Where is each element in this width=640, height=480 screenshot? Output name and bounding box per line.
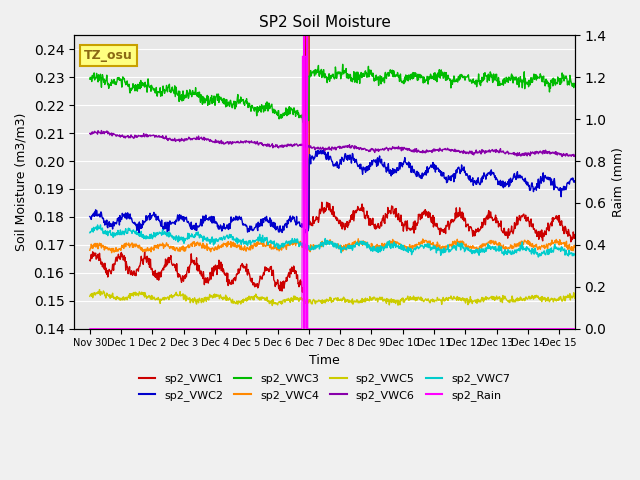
Text: TZ_osu: TZ_osu	[84, 49, 133, 62]
Title: SP2 Soil Moisture: SP2 Soil Moisture	[259, 15, 390, 30]
Legend: sp2_VWC1, sp2_VWC2, sp2_VWC3, sp2_VWC4, sp2_VWC5, sp2_VWC6, sp2_VWC7, sp2_Rain: sp2_VWC1, sp2_VWC2, sp2_VWC3, sp2_VWC4, …	[134, 369, 515, 405]
Y-axis label: Raim (mm): Raim (mm)	[612, 147, 625, 217]
Y-axis label: Soil Moisture (m3/m3): Soil Moisture (m3/m3)	[15, 113, 28, 251]
X-axis label: Time: Time	[309, 354, 340, 367]
